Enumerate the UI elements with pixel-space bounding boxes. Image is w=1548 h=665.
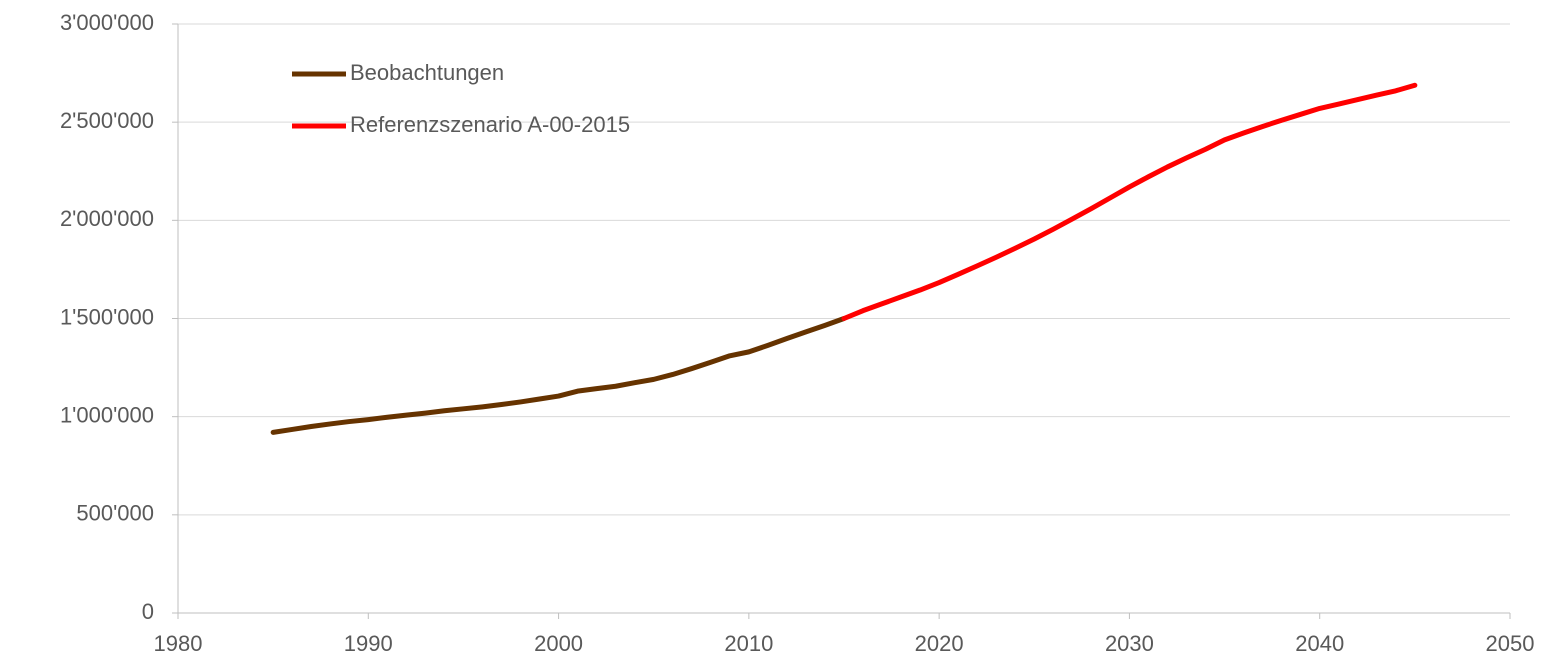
line: [841, 82, 1418, 321]
y-tick-label: 1'000'000: [60, 402, 154, 427]
y-tick-label: 0: [142, 599, 154, 624]
y-tick-label: 2'000'000: [60, 206, 154, 231]
x-tick-label: 2020: [915, 631, 964, 656]
legend-label: Referenzszenario A-00-2015: [350, 112, 630, 137]
y-tick-label: 1'500'000: [60, 304, 154, 329]
x-tick-label: 2000: [534, 631, 583, 656]
x-tick-label: 2010: [724, 631, 773, 656]
line: [270, 316, 847, 435]
y-tick-label: 3'000'000: [60, 10, 154, 35]
y-tick-label: 500'000: [76, 501, 154, 526]
x-tick-label: 2040: [1295, 631, 1344, 656]
x-tick-label: 1980: [154, 631, 203, 656]
x-tick-label: 2050: [1486, 631, 1535, 656]
x-tick-label: 1990: [344, 631, 393, 656]
x-tick-label: 2030: [1105, 631, 1154, 656]
y-tick-label: 2'500'000: [60, 108, 154, 133]
legend-label: Beobachtungen: [350, 60, 504, 85]
